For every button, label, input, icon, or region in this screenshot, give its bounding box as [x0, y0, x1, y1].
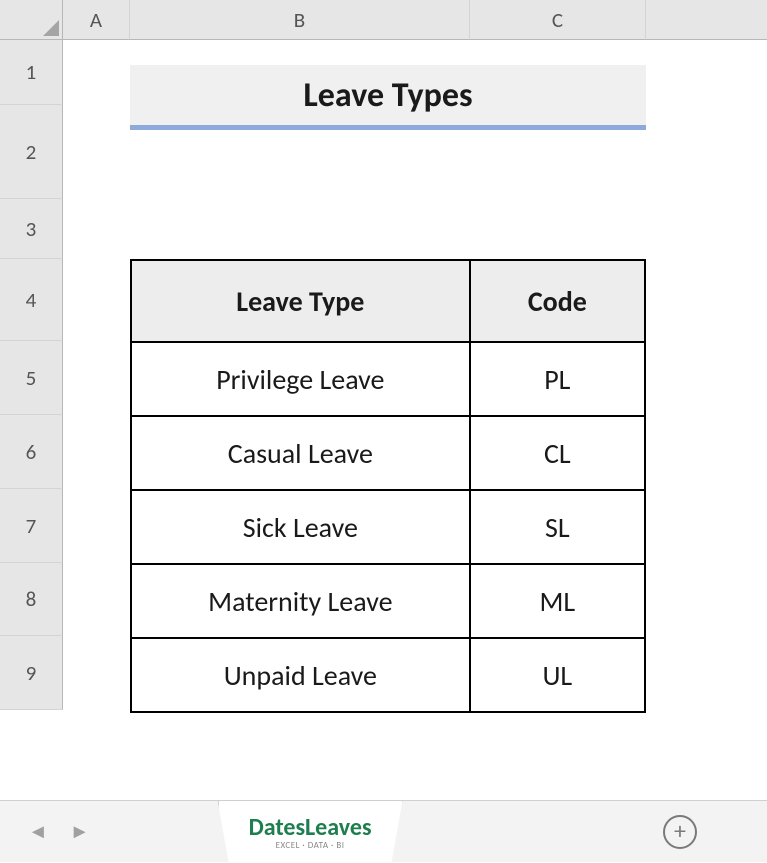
worksheet-area[interactable]: Leave Types Leave Type Code Privilege Le… [63, 40, 767, 710]
plus-icon: + [674, 820, 686, 844]
row-header-8[interactable]: 8 [0, 563, 63, 636]
row-header-3[interactable]: 3 [0, 199, 63, 259]
row-header-5[interactable]: 5 [0, 341, 63, 415]
cell-type[interactable]: Privilege Leave [131, 342, 470, 416]
tab-nav-buttons: ◄ ► [0, 820, 118, 844]
table-row: Unpaid Leave UL [131, 638, 645, 712]
cell-type[interactable]: Casual Leave [131, 416, 470, 490]
cell-code[interactable]: PL [470, 342, 645, 416]
select-all-corner[interactable] [0, 0, 63, 40]
row-header-7[interactable]: 7 [0, 489, 63, 563]
table-row: Privilege Leave PL [131, 342, 645, 416]
sheet-tab-active[interactable]: DatesLeaves EXCEL · DATA · BI [218, 801, 403, 863]
cell-type[interactable]: Unpaid Leave [131, 638, 470, 712]
col-header-extra [646, 0, 767, 40]
sheet-tab-bar: ◄ ► DatesLeaves EXCEL · DATA · BI + [0, 800, 767, 862]
cell-code[interactable]: SL [470, 490, 645, 564]
cell-type[interactable]: Sick Leave [131, 490, 470, 564]
table-row: Maternity Leave ML [131, 564, 645, 638]
row-header-1[interactable]: 1 [0, 40, 63, 105]
table-row: Sick Leave SL [131, 490, 645, 564]
cell-code[interactable]: UL [470, 638, 645, 712]
col-header-b[interactable]: B [130, 0, 470, 40]
col-header-c[interactable]: C [470, 0, 646, 40]
cell-code[interactable]: ML [470, 564, 645, 638]
row-header-2[interactable]: 2 [0, 105, 63, 199]
row-header-4[interactable]: 4 [0, 259, 63, 341]
spreadsheet-grid: A B C 1 2 3 4 5 6 7 8 9 Leave Types Leav… [0, 0, 767, 710]
row-header-6[interactable]: 6 [0, 415, 63, 489]
header-leave-type[interactable]: Leave Type [131, 260, 470, 342]
table-row: Casual Leave CL [131, 416, 645, 490]
title-cell[interactable]: Leave Types [130, 65, 646, 130]
header-code[interactable]: Code [470, 260, 645, 342]
leave-types-table: Leave Type Code Privilege Leave PL Casua… [130, 259, 646, 713]
next-sheet-icon[interactable]: ► [70, 820, 90, 844]
cell-type[interactable]: Maternity Leave [131, 564, 470, 638]
prev-sheet-icon[interactable]: ◄ [28, 820, 48, 844]
row-header-9[interactable]: 9 [0, 636, 63, 710]
add-sheet-button[interactable]: + [663, 815, 697, 849]
sheet-tab-label: DatesLeaves [249, 813, 372, 842]
col-header-a[interactable]: A [63, 0, 130, 40]
cell-code[interactable]: CL [470, 416, 645, 490]
